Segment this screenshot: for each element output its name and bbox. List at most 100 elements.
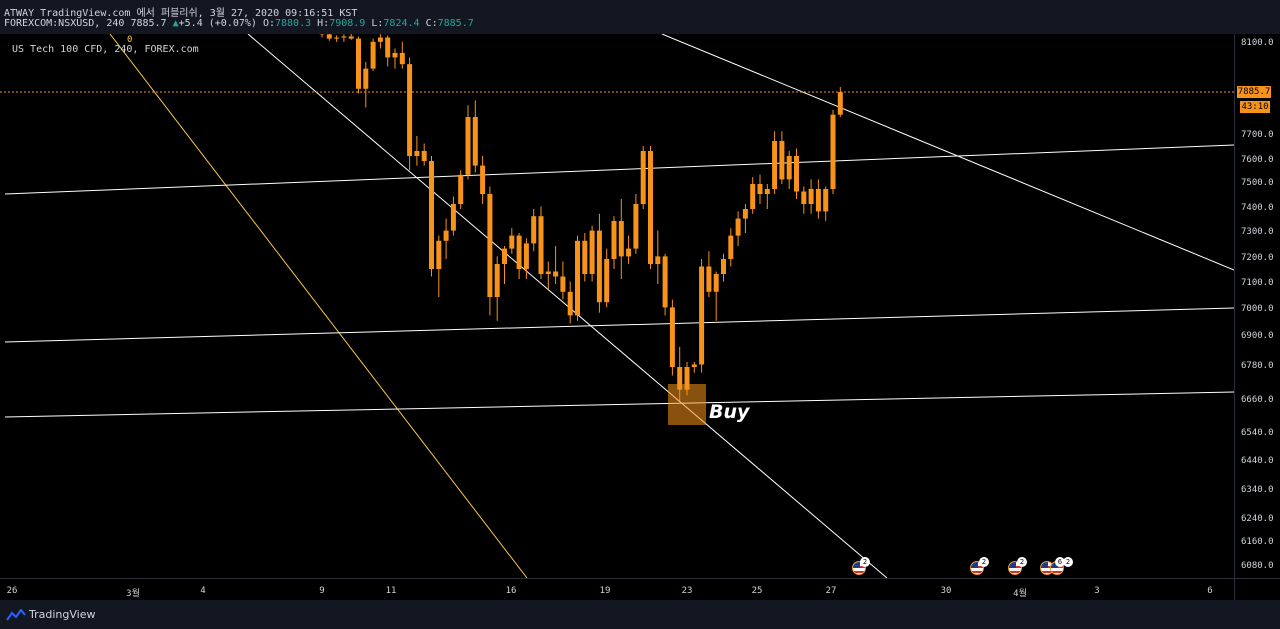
price-axis[interactable]: 8100.0 7700.0 7600.0 7500.0 7400.0 7300.0 7200…	[1234, 34, 1280, 578]
candle-body[interactable]	[385, 37, 391, 58]
candle-body[interactable]	[669, 307, 675, 367]
candle-body[interactable]	[662, 256, 668, 308]
candle-body[interactable]	[414, 151, 420, 156]
price-tick: 6080.0	[1241, 561, 1274, 571]
candle-body[interactable]	[808, 189, 814, 204]
candle-body[interactable]	[545, 271, 551, 275]
price-tick: 6240.0	[1241, 514, 1274, 524]
candle-body[interactable]	[575, 240, 580, 316]
tradingview-brand[interactable]: TradingView	[6, 608, 95, 621]
candle-body[interactable]	[567, 291, 573, 316]
candle-body[interactable]	[837, 92, 843, 115]
candle-body[interactable]	[779, 141, 785, 180]
time-tick: 25	[751, 586, 763, 596]
time-tick: 26	[6, 586, 18, 596]
time-tick: 9	[319, 586, 325, 596]
candle-body[interactable]	[399, 52, 405, 65]
trend-line-down-1[interactable]	[247, 34, 888, 578]
candle-body[interactable]	[677, 367, 683, 390]
candle-body[interactable]	[465, 117, 471, 175]
candle-body[interactable]	[487, 194, 493, 297]
candles-group	[319, 34, 843, 401]
candle-body[interactable]	[640, 151, 646, 204]
last-value: 7885.7	[130, 18, 167, 29]
candle-body[interactable]	[370, 41, 376, 69]
candle-body[interactable]	[721, 259, 726, 274]
candle-body[interactable]	[494, 264, 500, 297]
candle-body[interactable]	[830, 114, 836, 189]
symbol-name[interactable]: FOREXCOM:NSXUSD, 240	[4, 18, 125, 29]
candle-body[interactable]	[655, 256, 661, 264]
candle-body[interactable]	[618, 221, 624, 257]
candle-body[interactable]	[772, 141, 778, 189]
candle-body[interactable]	[786, 156, 792, 180]
candle-body[interactable]	[560, 276, 566, 292]
trend-line-yellow[interactable]	[109, 34, 528, 578]
channel-line-top[interactable]	[4, 144, 1234, 195]
candle-body[interactable]	[691, 364, 697, 368]
candle-body[interactable]	[823, 189, 829, 212]
price-tick: 6540.0	[1241, 428, 1274, 438]
chart-canvas[interactable]: 0	[0, 34, 1234, 578]
candle-body[interactable]	[815, 189, 821, 212]
buy-label[interactable]: Buy	[709, 401, 750, 423]
candle-body[interactable]	[684, 367, 690, 390]
candle-body[interactable]	[341, 36, 347, 38]
candle-body[interactable]	[436, 240, 442, 269]
candle-body[interactable]	[728, 235, 734, 259]
candle-body[interactable]	[326, 34, 332, 39]
candle-body[interactable]	[553, 271, 559, 277]
candle-body[interactable]	[429, 161, 434, 269]
candle-body[interactable]	[596, 230, 602, 303]
candle-body[interactable]	[604, 259, 610, 303]
candle-body[interactable]	[648, 151, 653, 264]
candle-body[interactable]	[450, 204, 456, 231]
candle-body[interactable]	[334, 37, 340, 39]
candle-body[interactable]	[626, 248, 632, 257]
candle-body[interactable]	[407, 64, 413, 156]
time-axis[interactable]: 26 3월 4 9 11 16 19 23 25 27 30 4월 3 6	[0, 578, 1234, 601]
candle-body[interactable]	[516, 235, 522, 269]
candle-body[interactable]	[458, 174, 464, 204]
price-tick: 8100.0	[1241, 38, 1274, 48]
channel-line-mid[interactable]	[4, 307, 1234, 343]
candle-body[interactable]	[363, 68, 369, 89]
candle-body[interactable]	[480, 165, 486, 194]
price-tick: 7200.0	[1241, 253, 1274, 263]
candle-body[interactable]	[348, 36, 354, 39]
candle-body[interactable]	[764, 189, 770, 194]
candle-body[interactable]	[531, 216, 537, 244]
candle-body[interactable]	[538, 216, 544, 274]
candle-body[interactable]	[356, 38, 361, 89]
candle-body[interactable]	[757, 184, 763, 194]
trend-line-down-2[interactable]	[661, 34, 1234, 271]
ohlc-legend: FOREXCOM:NSXUSD, 240 7885.7 ▲+5.4 (+0.07…	[4, 18, 474, 29]
candle-body[interactable]	[706, 266, 712, 292]
candle-body[interactable]	[713, 274, 719, 292]
candle-body[interactable]	[611, 221, 617, 259]
marker-zero: 0	[127, 35, 132, 45]
candle-body[interactable]	[742, 209, 748, 219]
candle-body[interactable]	[750, 184, 756, 209]
candle-body[interactable]	[377, 37, 383, 42]
candle-body[interactable]	[502, 248, 507, 264]
candle-body[interactable]	[699, 266, 705, 365]
candle-body[interactable]	[421, 151, 427, 161]
candle-body[interactable]	[633, 204, 639, 249]
candle-body[interactable]	[392, 52, 398, 58]
publish-info: ATWAY TradingView.com 에서 퍼블리쉬, 3월 27, 20…	[4, 8, 358, 19]
event-badge: 2	[1063, 557, 1073, 567]
time-tick: 19	[599, 586, 611, 596]
candle-body[interactable]	[801, 191, 807, 205]
candle-body[interactable]	[523, 243, 529, 269]
candle-body[interactable]	[509, 235, 515, 249]
channel-line-bottom[interactable]	[4, 391, 1234, 418]
candle-body[interactable]	[443, 230, 449, 241]
axis-corner[interactable]	[1234, 578, 1280, 601]
candle-body[interactable]	[582, 240, 588, 274]
candle-body[interactable]	[589, 230, 595, 274]
candle-body[interactable]	[472, 117, 478, 166]
time-tick: 30	[940, 586, 952, 596]
candle-body[interactable]	[794, 156, 799, 192]
candle-body[interactable]	[735, 218, 741, 236]
